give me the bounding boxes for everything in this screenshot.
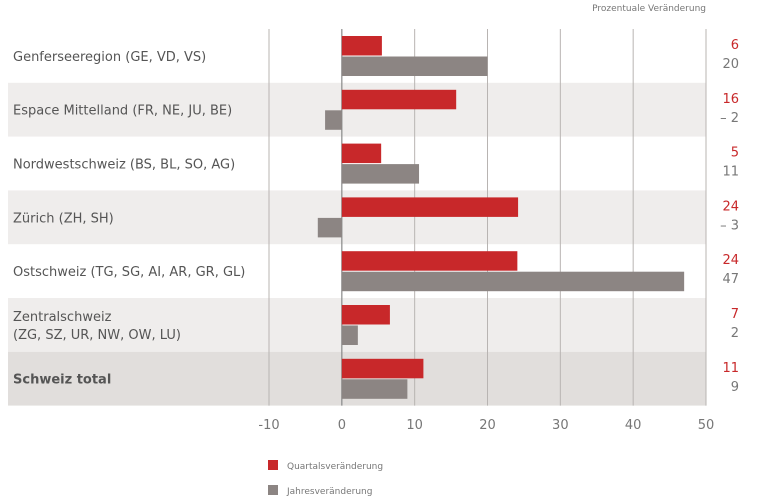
- legend-label-quarterly: Quartalsveränderung: [287, 462, 383, 472]
- x-axis-ticks: -10 0 10 20 30 40 50: [258, 418, 714, 433]
- value-label-yearly: 20: [722, 57, 739, 72]
- bar-yearly: [341, 325, 358, 345]
- category-label: Espace Mittelland (FR, NE, JU, BE): [13, 104, 232, 119]
- category-label: Ostschweiz (TG, SG, AI, AR, GR, GL): [13, 265, 245, 280]
- value-labels: 6 20 16 – 2 5 11 24 – 3 24 47 7 2 11 9: [720, 38, 739, 395]
- category-label: Nordwestschweiz (BS, BL, SO, AG): [13, 158, 235, 173]
- value-label-yearly: 47: [722, 272, 739, 287]
- bar-quarterly: [341, 89, 457, 110]
- value-label-quarterly: 5: [731, 146, 739, 161]
- category-label: Genferseeregion (GE, VD, VS): [13, 50, 206, 65]
- value-label-quarterly: 7: [731, 307, 739, 322]
- bar-quarterly: [341, 251, 518, 271]
- bar-yearly: [341, 379, 408, 399]
- x-tick-label: 0: [338, 418, 346, 433]
- value-label-quarterly: 6: [731, 38, 739, 53]
- bar-yearly: [317, 217, 342, 238]
- unit-label: Prozentuale Veränderung: [592, 4, 706, 14]
- category-label: (ZG, SZ, UR, NW, OW, LU): [13, 328, 181, 343]
- bar-yearly: [325, 110, 342, 130]
- x-tick-label: 10: [406, 418, 423, 433]
- bar-quarterly: [341, 36, 382, 56]
- bar-quarterly: [341, 143, 382, 164]
- x-tick-label: 50: [698, 418, 715, 433]
- value-label-quarterly: 16: [722, 92, 739, 107]
- x-tick-label: 40: [625, 418, 642, 433]
- legend: Quartalsveränderung Jahresveränderung: [268, 460, 383, 497]
- bar-yearly: [341, 271, 685, 292]
- value-label-yearly: 2: [731, 326, 739, 341]
- bars: [317, 36, 685, 399]
- x-tick-label: 30: [552, 418, 569, 433]
- row-bands: [8, 82, 706, 406]
- value-label-yearly: 11: [722, 165, 739, 180]
- bar-quarterly: [341, 358, 424, 379]
- bar-quarterly: [341, 197, 519, 217]
- bar-quarterly: [341, 305, 390, 325]
- legend-swatch-yearly: [268, 485, 278, 495]
- value-label-yearly: – 3: [720, 218, 739, 233]
- x-tick-label: -10: [258, 418, 279, 433]
- row-labels: Genferseeregion (GE, VD, VS) Espace Mitte…: [13, 50, 245, 388]
- bar-yearly: [341, 56, 488, 76]
- value-label-quarterly: 11: [722, 361, 739, 376]
- value-label-yearly: – 2: [720, 111, 739, 126]
- category-label: Schweiz total: [13, 373, 111, 388]
- category-label: Zentralschweiz: [13, 310, 112, 325]
- value-label-quarterly: 24: [722, 199, 739, 214]
- category-label: Zürich (ZH, SH): [13, 211, 114, 226]
- legend-label-yearly: Jahresveränderung: [286, 487, 372, 497]
- value-label-quarterly: 24: [722, 253, 739, 268]
- bar-yearly: [341, 164, 420, 184]
- legend-swatch-quarterly: [268, 460, 278, 470]
- value-label-yearly: 9: [731, 380, 739, 395]
- x-tick-label: 20: [479, 418, 496, 433]
